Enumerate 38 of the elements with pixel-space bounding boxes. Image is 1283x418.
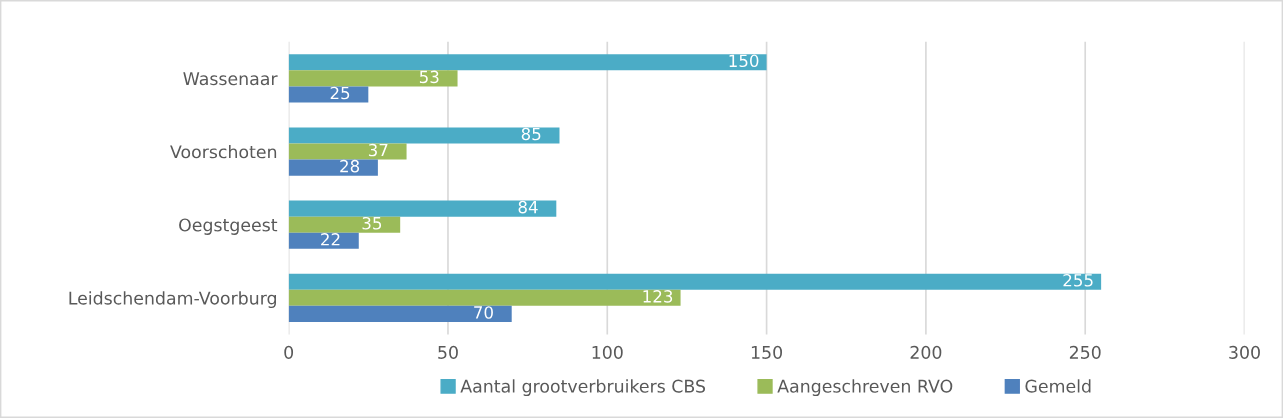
bar [288, 232, 359, 249]
legend-label: Aangeschreven RVO [777, 379, 953, 397]
bar [288, 289, 681, 306]
bar [288, 70, 458, 87]
x-tick-label: 300 [1229, 345, 1260, 359]
data-label: 22 [321, 233, 340, 246]
x-tick-label: 50 [438, 345, 458, 359]
data-label: 123 [643, 290, 673, 303]
x-tick-label: 100 [592, 345, 623, 359]
data-label: 255 [1063, 273, 1093, 287]
x-tick-label: 250 [1069, 345, 1101, 359]
data-label: 35 [362, 216, 382, 230]
bar [288, 200, 557, 217]
data-label: 28 [340, 159, 360, 173]
bar [288, 273, 1102, 290]
data-label: 84 [518, 200, 538, 214]
x-tick-label: 150 [751, 345, 783, 359]
data-label: 150 [729, 54, 759, 68]
legend-label: Gemeld [1025, 379, 1091, 393]
bar [288, 305, 512, 322]
data-label: 37 [368, 143, 388, 157]
y-tick-label: Voorschoten [170, 144, 277, 159]
bar [288, 143, 407, 160]
y-tick-label: Oegstgeest [179, 218, 278, 235]
data-label: 70 [474, 306, 493, 319]
data-label: 25 [330, 86, 350, 100]
data-label: 53 [419, 70, 439, 84]
y-tick-label: Wassenaar [183, 72, 278, 86]
bar [288, 54, 767, 71]
legend-label: Aantal grootverbruikers CBS [460, 379, 706, 397]
y-tick-label: Leidschendam-Voorburg [69, 291, 276, 309]
bar [288, 127, 560, 144]
bar [288, 216, 401, 233]
bar [288, 86, 369, 103]
x-tick-label: 0 [284, 345, 294, 359]
bar [288, 159, 378, 176]
data-label: 85 [521, 127, 541, 141]
x-tick-label: 200 [910, 345, 942, 359]
